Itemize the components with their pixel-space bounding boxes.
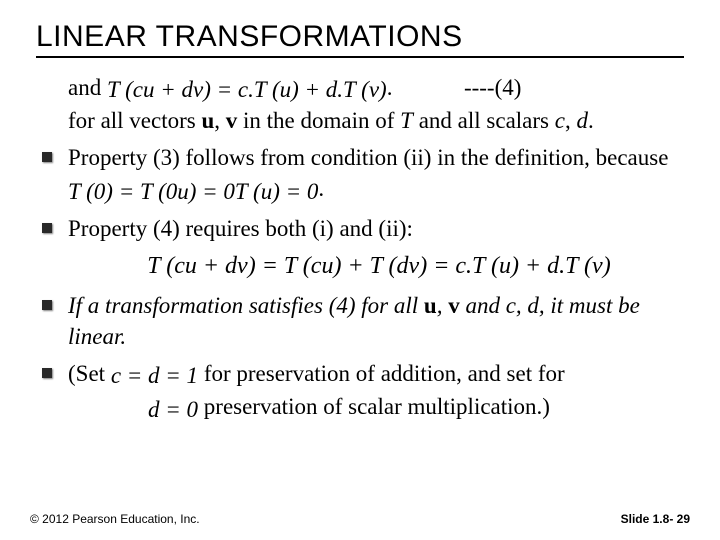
- cap-t: T: [400, 108, 413, 133]
- text-scalars: and all scalars: [413, 108, 555, 133]
- slide-number: Slide 1.8- 29: [621, 512, 690, 526]
- text-forall-a: for all vectors: [68, 108, 201, 133]
- text-prop4: Property (4) requires both (i) and (ii):: [68, 216, 413, 241]
- scalar-c: c: [555, 108, 565, 133]
- text-domain: in the domain of: [237, 108, 400, 133]
- text-period1: .: [588, 108, 594, 133]
- scalar-d2: d: [527, 293, 539, 318]
- line-big-eq: T (cu + dv) = T (cu) + T (dv) = c.T (u) …: [30, 250, 690, 282]
- equation-cd1: c = d = 1: [111, 360, 198, 391]
- content-area: and T (cu + dv) = c.T (u) + d.T (v). ---…: [30, 72, 690, 425]
- bullet-linear: If a transformation satisfies (4) for al…: [30, 290, 690, 352]
- scalar-c2: c: [506, 293, 516, 318]
- footer: © 2012 Pearson Education, Inc. Slide 1.8…: [30, 512, 690, 526]
- vec-u2: u: [424, 293, 437, 318]
- scalar-d: d: [576, 108, 588, 133]
- vec-u: u: [201, 108, 214, 133]
- text-set-b: for preservation of addition, and set fo…: [198, 361, 565, 386]
- text-linear-comma2: ,: [516, 293, 528, 318]
- text-d0-b: preservation of scalar multiplication.): [198, 394, 550, 419]
- equation-expanded: T (cu + dv) = T (cu) + T (dv) = c.T (u) …: [68, 250, 690, 282]
- equation-prop3: T (0) = T (0u) = 0T (u) = 0: [68, 176, 318, 207]
- title-rule: LINEAR TRANSFORMATIONS: [36, 20, 684, 58]
- text-comma2: ,: [565, 108, 577, 133]
- bullet-list: and T (cu + dv) = c.T (u) + d.T (v). ---…: [30, 72, 690, 425]
- bullet-prop3: Property (3) follows from condition (ii)…: [30, 142, 690, 206]
- equation-d0: d = 0: [148, 394, 198, 425]
- bullet-prop4: Property (4) requires both (i) and (ii):: [30, 213, 690, 244]
- line-eq4: and T (cu + dv) = c.T (u) + d.T (v). ---…: [30, 72, 690, 136]
- slide: LINEAR TRANSFORMATIONS and T (cu + dv) =…: [0, 0, 720, 540]
- text-prop3-end: .: [318, 176, 324, 201]
- equation-4: T (cu + dv) = c.T (u) + d.T (v): [107, 74, 387, 105]
- text-set-a: (Set: [68, 361, 111, 386]
- copyright: © 2012 Pearson Education, Inc.: [30, 512, 200, 526]
- vec-v2: v: [448, 293, 460, 318]
- slide-title: LINEAR TRANSFORMATIONS: [36, 20, 684, 54]
- line-d0: d = 0 preservation of scalar multiplicat…: [68, 391, 690, 424]
- text-dot: .: [387, 75, 393, 100]
- bullet-set: (Set c = d = 1 for preservation of addit…: [30, 358, 690, 424]
- text-linear-comma: ,: [437, 293, 449, 318]
- text-linear-b: and: [460, 293, 506, 318]
- text-prop3: Property (3) follows from condition (ii)…: [68, 145, 668, 170]
- vec-v: v: [226, 108, 238, 133]
- text-comma1: ,: [214, 108, 226, 133]
- eq4-tag: ----(4): [464, 75, 521, 100]
- text-and: and: [68, 75, 101, 100]
- text-linear-a: If a transformation satisfies (4) for al…: [68, 293, 424, 318]
